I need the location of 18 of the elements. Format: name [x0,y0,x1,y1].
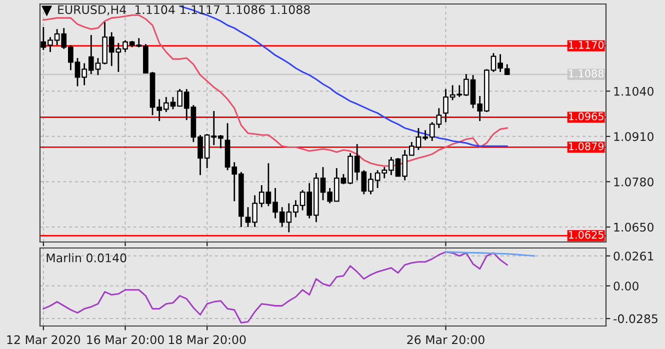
y-tick-label: 1.0910 [614,132,654,142]
chart-title: Marlin 0.0140 [46,253,126,262]
ref-line-label: 1.0879 [569,142,604,150]
y-tick-label: 1.0650 [614,222,654,232]
x-tick-label: 16 Mar 20:00 [87,335,164,344]
x-tick-label: 26 Mar 20:00 [407,335,484,344]
line-series [179,5,508,147]
ref-line-label: 1.0625 [569,230,604,239]
y-tick-label: -0.0285 [614,314,658,324]
y-tick-label: 0.00 [614,282,638,291]
y-tick-label: 0.0261 [614,252,654,261]
x-tick-label: 12 Mar 2020 [7,335,80,344]
x-tick-label: 18 Mar 20:00 [168,335,246,344]
ref-line-label: 1.0965 [569,112,604,120]
line-series [42,251,508,324]
y-tick-label: 1.0780 [614,177,654,186]
y-tick-label: 1.1040 [614,86,654,96]
ref-line-label: 1.1170 [569,40,604,49]
